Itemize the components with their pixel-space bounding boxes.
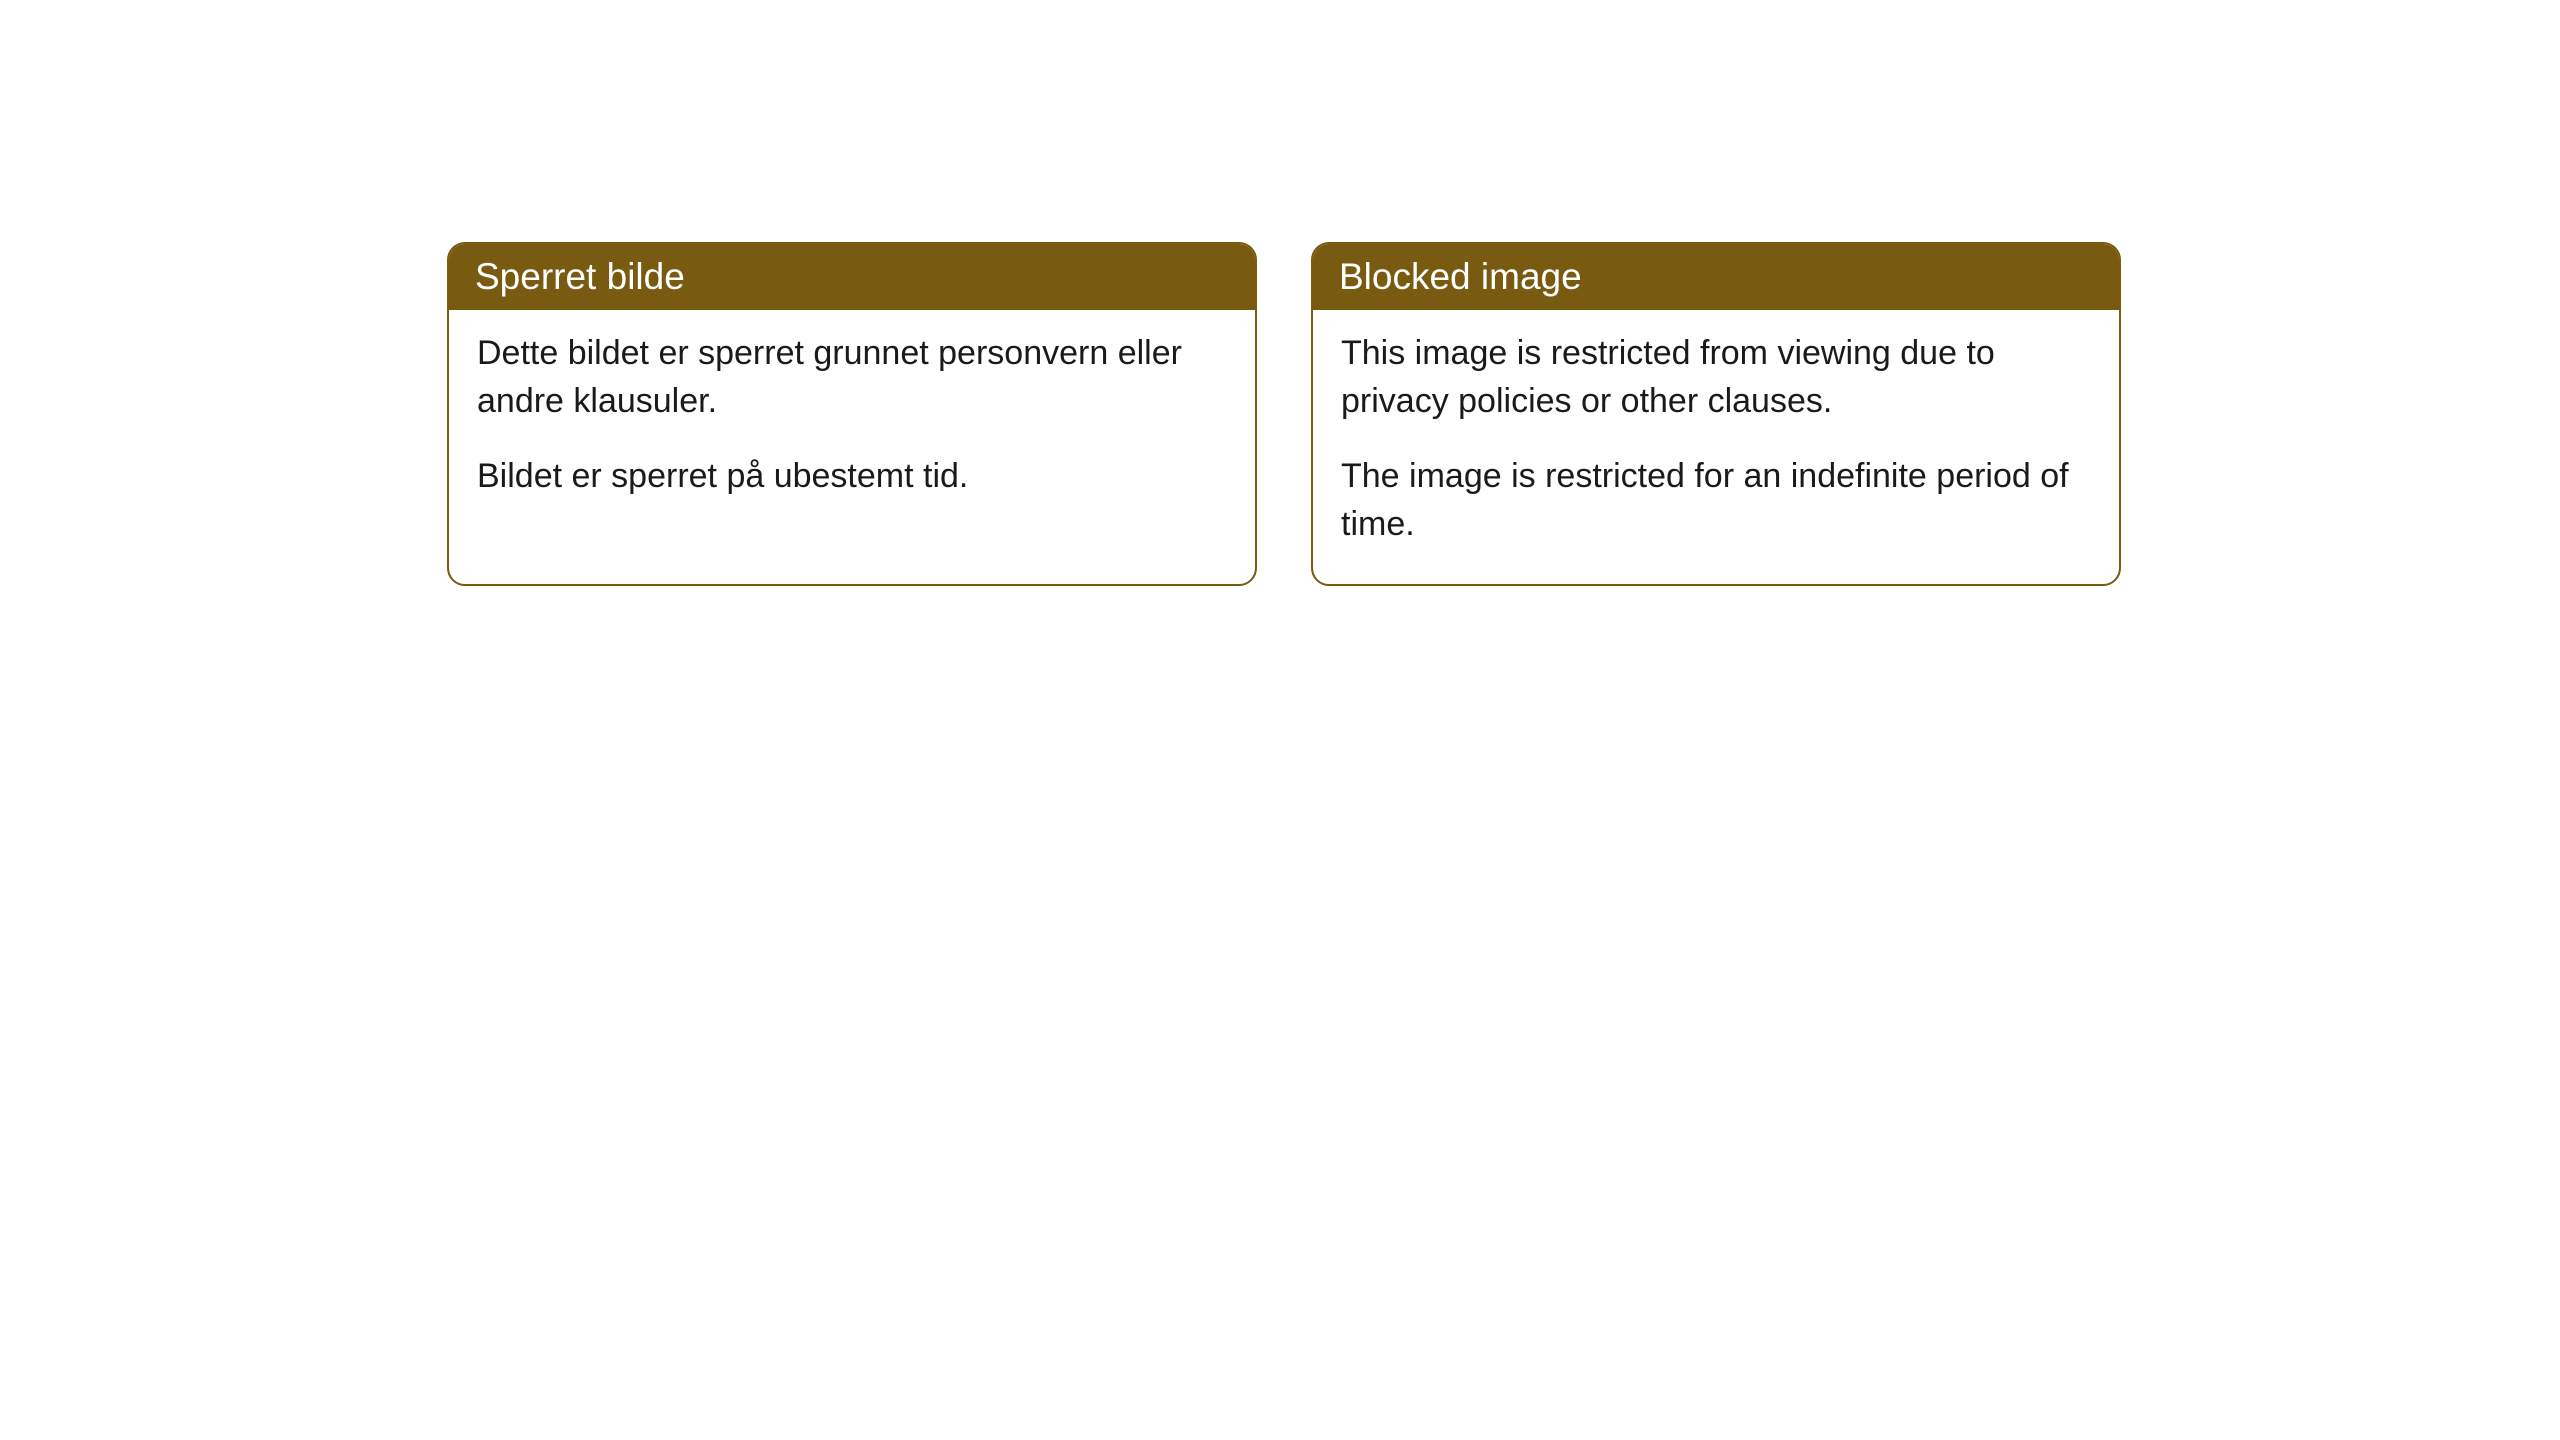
card-header-norwegian: Sperret bilde	[449, 244, 1255, 310]
card-header-english: Blocked image	[1313, 244, 2119, 310]
card-paragraph: The image is restricted for an indefinit…	[1341, 453, 2091, 548]
card-paragraph: This image is restricted from viewing du…	[1341, 330, 2091, 425]
card-body-english: This image is restricted from viewing du…	[1313, 310, 2119, 584]
card-body-norwegian: Dette bildet er sperret grunnet personve…	[449, 310, 1255, 537]
card-english: Blocked image This image is restricted f…	[1311, 242, 2121, 586]
card-paragraph: Bildet er sperret på ubestemt tid.	[477, 453, 1227, 501]
cards-container: Sperret bilde Dette bildet er sperret gr…	[0, 0, 2560, 586]
card-norwegian: Sperret bilde Dette bildet er sperret gr…	[447, 242, 1257, 586]
card-paragraph: Dette bildet er sperret grunnet personve…	[477, 330, 1227, 425]
